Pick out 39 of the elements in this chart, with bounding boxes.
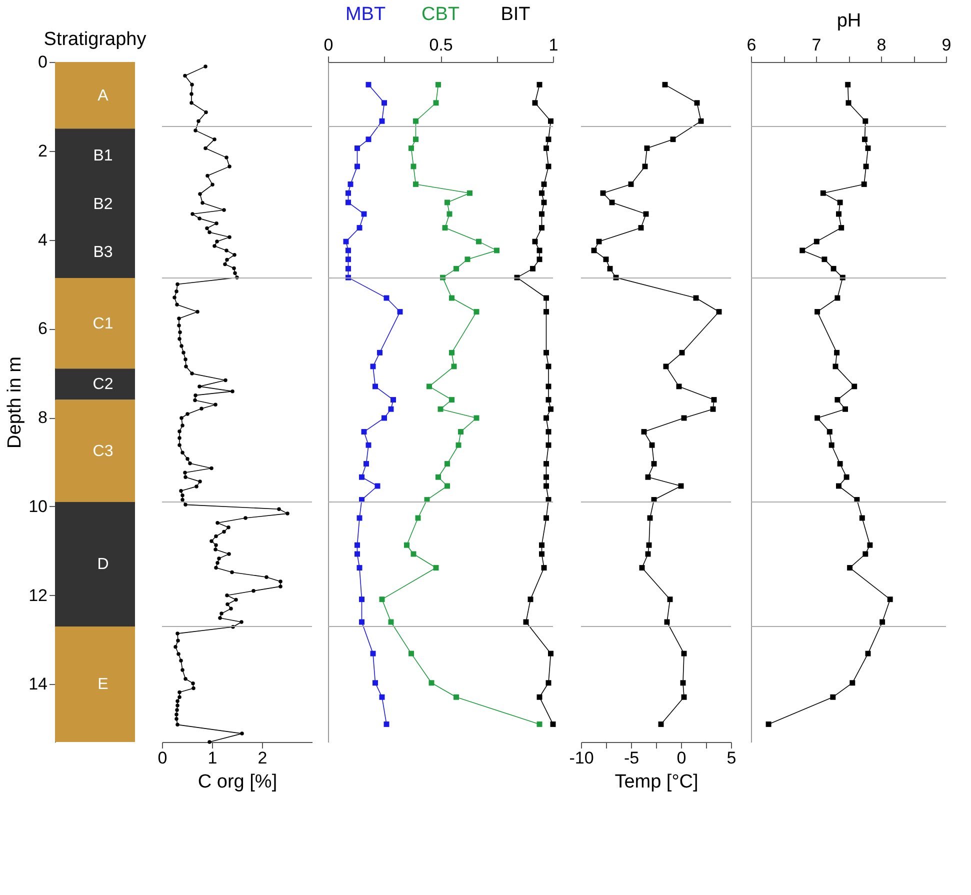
x-axis-title: pH bbox=[836, 10, 862, 32]
y-tick-label: 12 bbox=[28, 586, 48, 605]
x-tick-label: 5 bbox=[726, 748, 736, 768]
y-tick-label: 0 bbox=[38, 52, 48, 72]
x-tick-label: 0 bbox=[676, 748, 686, 768]
series-label: A bbox=[98, 87, 109, 104]
y-axis-title: Depth in m bbox=[4, 356, 26, 448]
series-label: E bbox=[98, 676, 108, 694]
x-tick-label: 8 bbox=[876, 36, 886, 54]
x-tick-label: 7 bbox=[812, 36, 822, 54]
x-tick-label: 0 bbox=[324, 36, 334, 54]
x-tick-label: 0.5 bbox=[429, 36, 453, 54]
y-tick-label: 10 bbox=[28, 496, 48, 516]
text: CBT bbox=[422, 4, 460, 25]
series-label: C1 bbox=[92, 315, 114, 332]
x-tick-label: 6 bbox=[746, 36, 756, 54]
y-tick-label: 6 bbox=[38, 319, 48, 338]
y-tick-label: 8 bbox=[38, 408, 48, 428]
x-tick-label: 2 bbox=[258, 748, 268, 768]
series-label: B1 bbox=[93, 147, 113, 164]
x-tick-label: -5 bbox=[624, 748, 640, 768]
series-label: C3 bbox=[92, 442, 114, 460]
x-axis-title: C org [%] bbox=[198, 772, 278, 792]
series-label: B2 bbox=[93, 196, 113, 214]
x-tick-label: 0 bbox=[158, 748, 168, 768]
x-tick-label: 9 bbox=[942, 36, 952, 54]
x-tick-label: -10 bbox=[569, 748, 594, 768]
series-label: B3 bbox=[93, 244, 113, 262]
chart-title: Stratigraphy bbox=[44, 29, 147, 50]
x-tick-label: 1 bbox=[208, 748, 218, 768]
series-label: D bbox=[97, 556, 109, 574]
series-label: C2 bbox=[92, 376, 114, 394]
text: MBT bbox=[345, 4, 386, 25]
y-tick-label: 4 bbox=[38, 230, 48, 250]
x-tick-label: 1 bbox=[548, 36, 558, 54]
text: BIT bbox=[500, 4, 531, 25]
y-tick-label: 2 bbox=[38, 141, 48, 160]
x-axis-title: Temp [°C] bbox=[614, 772, 698, 792]
y-tick-label: 14 bbox=[28, 674, 48, 694]
